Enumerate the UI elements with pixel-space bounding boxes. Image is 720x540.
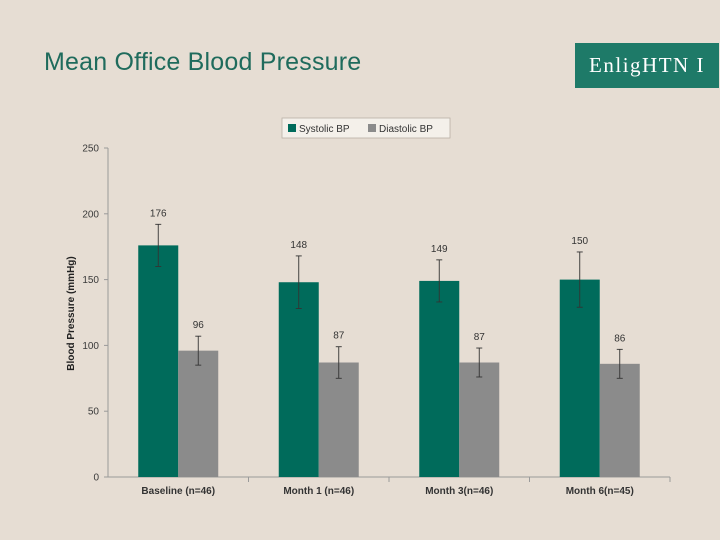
systolic-bar (138, 245, 179, 477)
systolic-legend-swatch (288, 124, 296, 132)
data-label: 148 (290, 240, 307, 251)
diastolic-bar (459, 362, 500, 477)
y-tick-label: 100 (82, 341, 99, 352)
y-axis-title: Blood Pressure (mmHg) (66, 256, 77, 370)
x-category-label: Month 1 (n=46) (283, 486, 354, 497)
data-label: 87 (474, 332, 486, 343)
enlightn-logo: EnligHTN I (575, 43, 719, 88)
legend-entry: Diastolic BP (379, 124, 433, 135)
systolic-bar (559, 279, 600, 477)
data-label: 176 (150, 208, 167, 219)
x-category-label: Month 6(n=45) (566, 486, 634, 497)
diastolic-bar (318, 362, 359, 477)
data-label: 86 (614, 333, 626, 344)
data-label: 150 (571, 236, 588, 247)
data-label: 149 (431, 244, 448, 255)
legend-box (281, 117, 451, 139)
y-tick-label: 200 (82, 209, 99, 220)
x-category-label: Month 3(n=46) (425, 486, 493, 497)
y-tick-label: 250 (82, 144, 99, 155)
diastolic-bar (599, 363, 640, 477)
systolic-bar (419, 280, 460, 477)
y-tick-label: 150 (82, 275, 99, 286)
data-label: 96 (193, 320, 205, 331)
systolic-bar (278, 282, 319, 477)
diastolic-legend-swatch (368, 124, 376, 132)
slide-title: Mean Office Blood Pressure (44, 48, 362, 76)
legend: Systolic BP Diastolic BP (281, 117, 451, 139)
y-tick-label: 50 (88, 407, 100, 418)
logo-text: EnligHTN I (589, 53, 705, 77)
y-tick-label: 0 (93, 473, 99, 484)
diastolic-bar (178, 350, 219, 477)
x-category-label: Baseline (n=46) (141, 486, 215, 497)
data-label: 87 (333, 331, 345, 342)
legend-entry: Systolic BP (299, 124, 350, 135)
